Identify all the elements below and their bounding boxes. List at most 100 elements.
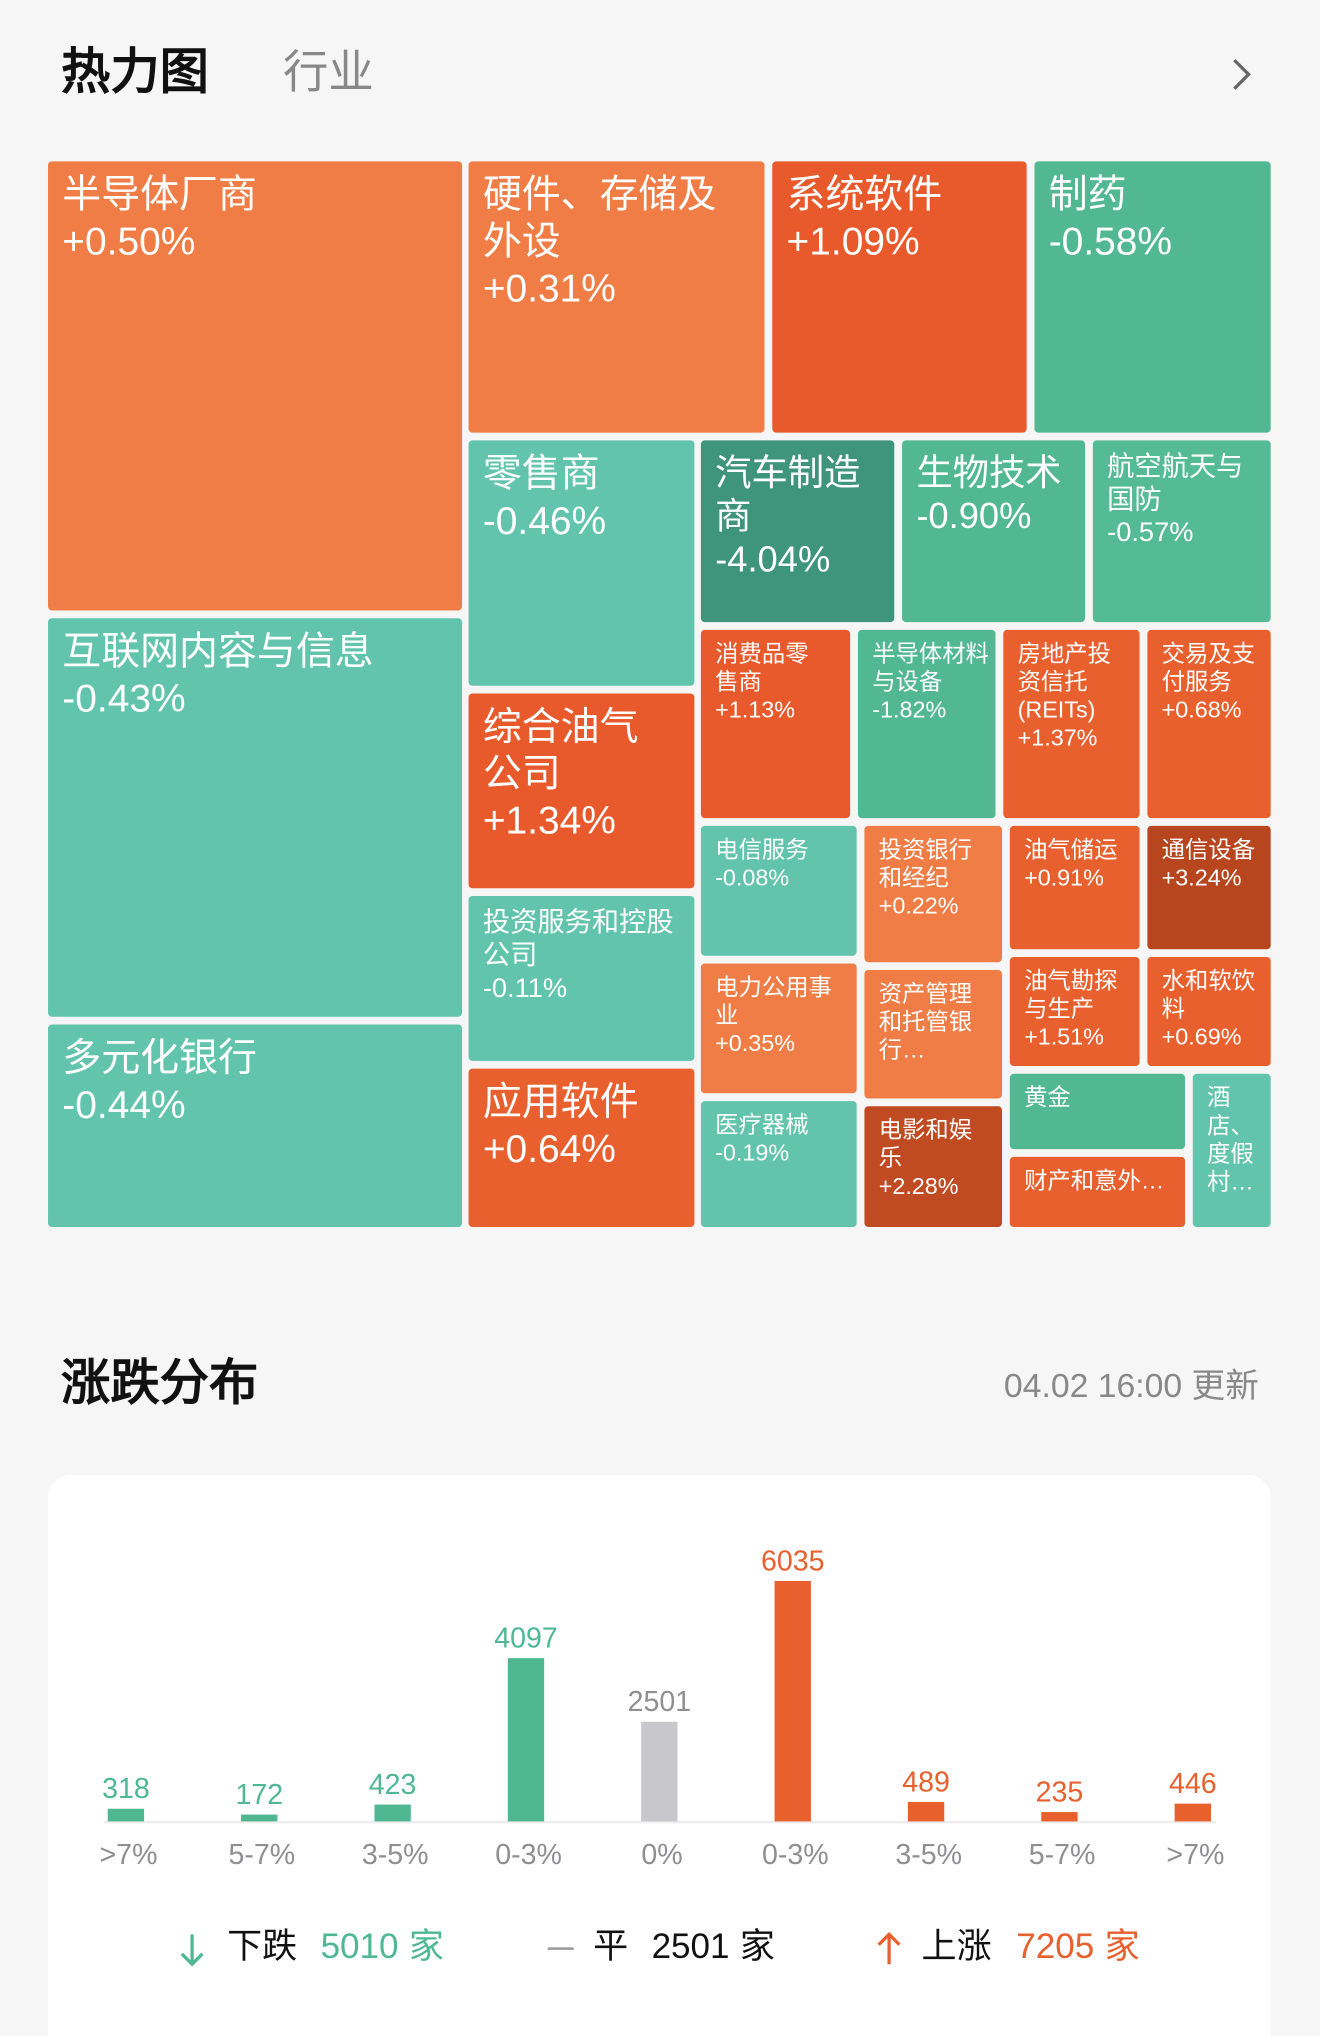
bar xyxy=(774,1580,811,1822)
tile-label: 投资服务和控股公司 xyxy=(483,906,674,970)
tile-label: 投资银行和经纪 xyxy=(879,837,972,891)
tile-label: 硬件、存储及外设 xyxy=(483,174,717,264)
treemap-tile[interactable]: 油气勘探与生产+1.51% xyxy=(1009,956,1140,1067)
summary-unit: 家 xyxy=(1105,1927,1140,1966)
tile-change: -4.04% xyxy=(715,539,830,580)
category-label: >7% xyxy=(1166,1839,1224,1871)
tile-background xyxy=(700,440,895,623)
treemap-tile[interactable]: 电影和娱乐+2.28% xyxy=(864,1106,1003,1227)
tile-change: +0.22% xyxy=(879,893,959,919)
category-label: >7% xyxy=(100,1839,158,1871)
tile-background xyxy=(1009,825,1140,950)
treemap-tile[interactable]: 投资银行和经纪+0.22% xyxy=(864,825,1003,963)
tile-change: -1.82% xyxy=(872,697,946,723)
category-label: 0-3% xyxy=(762,1839,829,1871)
tile-label: 生物技术 xyxy=(916,452,1061,493)
tile-background xyxy=(857,629,996,819)
chevron-icon[interactable] xyxy=(1233,58,1251,90)
treemap-tile[interactable]: 综合油气公司+1.34% xyxy=(468,693,695,889)
treemap-tile[interactable]: 房地产投资信托(REITs)+1.37% xyxy=(1003,629,1140,819)
tile-label: 系统软件 xyxy=(787,174,943,217)
tile-label: 半导体材料与设备 xyxy=(872,641,989,695)
treemap-tile[interactable]: 半导体厂商+0.50% xyxy=(48,161,463,611)
category-label: 3-5% xyxy=(895,1839,962,1871)
treemap-tile[interactable]: 交易及支付服务+0.68% xyxy=(1147,629,1271,819)
treemap-tile[interactable]: 黄金 xyxy=(1009,1073,1186,1150)
treemap-tile[interactable]: 零售商-0.46% xyxy=(468,440,695,686)
treemap-tile[interactable]: 硬件、存储及外设+0.31% xyxy=(468,161,765,433)
treemap-tile[interactable]: 汽车制造商-4.04% xyxy=(700,440,895,623)
tile-background xyxy=(1147,629,1271,819)
tile-background xyxy=(864,825,1003,963)
treemap-tile[interactable]: 水和软饮料+0.69% xyxy=(1147,956,1271,1067)
tile-background xyxy=(1147,825,1271,950)
tile-background xyxy=(48,618,463,1017)
treemap-tile[interactable]: 投资服务和控股公司-0.11% xyxy=(468,895,695,1061)
treemap-tile[interactable]: 通信设备+3.24% xyxy=(1147,825,1271,950)
summary-label: 上涨 xyxy=(922,1927,992,1966)
bar xyxy=(507,1658,545,1822)
tile-background xyxy=(468,895,695,1061)
treemap-tile[interactable]: 多元化银行-0.44% xyxy=(48,1024,463,1227)
tile-change: -0.90% xyxy=(916,495,1031,536)
tile-background xyxy=(700,963,857,1094)
tile-background xyxy=(468,693,695,889)
tile-label: 电信服务 xyxy=(715,837,808,863)
bar-value-label: 4097 xyxy=(494,1623,558,1655)
treemap-tile[interactable]: 医疗器械-0.19% xyxy=(700,1101,857,1227)
bar xyxy=(1174,1803,1211,1822)
treemap-tile[interactable]: 系统软件+1.09% xyxy=(772,161,1027,433)
treemap-tile[interactable]: 资产管理和托管银行… xyxy=(864,969,1003,1099)
treemap-tile[interactable]: 航空航天与国防-0.57% xyxy=(1092,440,1271,623)
bar-chart: 318 >7% 172 5-7% 423 3-5% 4097 0-3% 2501 0% 6035 0-… xyxy=(100,1545,1225,1871)
updated-time: 04.02 16:00 更新 xyxy=(1004,1367,1259,1405)
tile-change: +0.35% xyxy=(715,1030,795,1056)
tile-change: -0.58% xyxy=(1049,221,1172,264)
treemap-tile[interactable]: 财产和意外… xyxy=(1009,1156,1186,1227)
tile-label: 消费品零售商 xyxy=(715,641,808,695)
tile-background xyxy=(48,1024,463,1227)
summary-count: 2501 xyxy=(652,1927,730,1966)
summary-count: 7205 xyxy=(1016,1927,1094,1966)
tile-label: 综合油气公司 xyxy=(483,706,639,796)
bar-value-label: 446 xyxy=(1169,1768,1217,1800)
bar-value-label: 423 xyxy=(369,1769,417,1801)
tile-label: 制药 xyxy=(1049,174,1127,217)
tile-background xyxy=(48,161,463,611)
tile-label: 交易及支付服务 xyxy=(1162,641,1255,695)
tab-label[interactable]: 行业 xyxy=(283,47,374,98)
tile-background xyxy=(468,161,765,433)
category-label: 5-7% xyxy=(1029,1839,1096,1871)
tile-background xyxy=(700,629,851,819)
treemap-tile[interactable]: 消费品零售商+1.13% xyxy=(700,629,851,819)
tile-change: -0.44% xyxy=(62,1084,185,1127)
tile-change: -0.19% xyxy=(715,1140,789,1166)
treemap-tile[interactable]: 生物技术-0.90% xyxy=(902,440,1086,623)
category-label: 0% xyxy=(641,1839,682,1871)
tile-background xyxy=(902,440,1086,623)
bar xyxy=(907,1801,945,1822)
tile-background xyxy=(1003,629,1140,819)
tile-background xyxy=(1009,956,1140,1067)
page-title: 热力图 xyxy=(61,45,209,100)
tile-background xyxy=(1092,440,1271,623)
treemap-tile[interactable]: 电力公用事业+0.35% xyxy=(700,963,857,1094)
treemap-tile[interactable]: 酒店、度假村… xyxy=(1192,1073,1271,1227)
tile-change: -0.11% xyxy=(483,972,567,1003)
summary: 下跌 5010 家 平 2501 家 上涨 7205 家 xyxy=(227,1927,1140,1966)
tile-label: 黄金 xyxy=(1024,1084,1071,1110)
tile-change: +3.24% xyxy=(1162,865,1242,891)
treemap-tile[interactable]: 互联网内容与信息-0.43% xyxy=(48,618,463,1017)
section-title: 涨跌分布 xyxy=(61,1356,258,1411)
tile-label: 零售商 xyxy=(483,453,600,496)
summary-label: 下跌 xyxy=(227,1927,297,1966)
treemap-tile[interactable]: 应用软件+0.64% xyxy=(468,1068,695,1227)
summary-unit: 家 xyxy=(409,1927,444,1966)
treemap-tile[interactable]: 油气储运+0.91% xyxy=(1009,825,1140,950)
down-arrow-icon xyxy=(180,1934,204,1967)
treemap-tile[interactable]: 半导体材料与设备-1.82% xyxy=(857,629,996,819)
tile-label: 电影和娱乐 xyxy=(879,1117,972,1171)
treemap-tile[interactable]: 电信服务-0.08% xyxy=(700,825,857,956)
treemap-tile[interactable]: 制药-0.58% xyxy=(1034,161,1271,433)
tile-change: +0.50% xyxy=(62,221,195,264)
